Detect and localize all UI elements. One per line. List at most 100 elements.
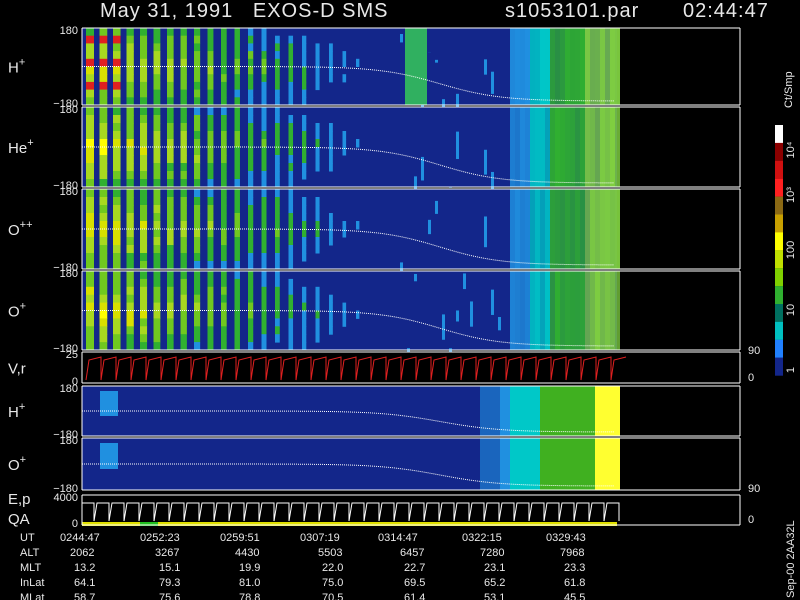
spectrogram-cell xyxy=(248,155,254,164)
spectrogram-cell xyxy=(113,229,121,238)
spectrogram-cell xyxy=(180,213,187,222)
spectrogram-cell xyxy=(520,438,525,490)
spectrogram-cell xyxy=(288,139,294,148)
spectrogram-cell xyxy=(288,81,294,91)
spectrogram-cell xyxy=(302,205,307,214)
spectrogram-cell xyxy=(342,139,347,148)
qa-bar xyxy=(82,522,617,526)
spectrogram-cell xyxy=(221,294,227,304)
spectrogram-cell xyxy=(329,326,333,335)
spectrogram-cell xyxy=(234,147,240,156)
spectrogram-cell xyxy=(530,271,535,350)
spectrogram-cell xyxy=(86,66,94,75)
spectrogram-cell xyxy=(329,318,333,327)
spectrogram-cell xyxy=(261,43,267,52)
spectrogram-cell xyxy=(207,35,214,44)
spectrogram-cell xyxy=(248,81,254,91)
spectrogram-cell xyxy=(99,318,108,327)
spectrogram-cell xyxy=(207,245,214,254)
spectrogram-cell xyxy=(288,74,294,83)
spectrogram-cell xyxy=(194,245,201,254)
spectrogram-cell xyxy=(153,163,161,172)
spectrogram-cell xyxy=(234,213,240,222)
spectrogram-cell xyxy=(126,189,134,198)
spectrogram-cell xyxy=(560,107,565,187)
spectrogram-cell xyxy=(113,35,121,44)
spectrogram-cell xyxy=(520,189,525,269)
spectrogram-cell xyxy=(595,271,600,350)
spectrogram-cell xyxy=(302,326,307,335)
spectrogram-cell xyxy=(234,221,240,230)
spectrogram-cell xyxy=(140,155,148,164)
spectrogram-cell xyxy=(180,147,187,156)
spectrogram-cell xyxy=(302,318,307,327)
spectrogram-cell xyxy=(234,179,240,188)
spectrogram-cell xyxy=(585,438,590,490)
spectrogram-cell xyxy=(207,58,214,67)
spectrogram-cell xyxy=(86,261,94,270)
spectrogram-cell xyxy=(113,302,121,311)
table-cell: 3267 xyxy=(155,547,179,559)
spectrogram-cell xyxy=(275,261,280,270)
spectrogram-cell xyxy=(180,139,187,148)
spectrogram-cell xyxy=(234,97,240,106)
spectrogram-cell xyxy=(167,310,174,319)
spectrogram-cell xyxy=(153,43,161,52)
spectrogram-cell xyxy=(302,131,307,140)
spectrogram-cell xyxy=(315,245,320,254)
spectrogram-cell xyxy=(275,310,280,319)
spectrogram-cell xyxy=(560,386,565,436)
table-cell: 2062 xyxy=(70,547,94,559)
spectrogram-cell xyxy=(248,271,254,280)
spectrogram-cell xyxy=(234,89,240,98)
spectrogram-cell xyxy=(435,200,438,214)
spectrogram-cell xyxy=(140,66,148,75)
spectrogram-cell xyxy=(153,28,161,37)
spectrogram-cell xyxy=(126,286,134,296)
panel-label: H+ xyxy=(8,401,25,421)
spectrogram-cell xyxy=(99,342,108,351)
spectrogram-cell xyxy=(288,205,294,214)
spectrogram-cell xyxy=(99,35,108,44)
spectrogram-cell xyxy=(86,179,94,188)
spectrogram-cell xyxy=(207,213,214,222)
table-cell: 69.5 xyxy=(404,577,425,589)
spectrogram-cell xyxy=(570,271,575,350)
spectrogram-cell xyxy=(180,43,187,52)
spectrogram-cell xyxy=(221,51,227,60)
spectrogram-cell xyxy=(490,386,495,436)
spectrogram-cell xyxy=(207,271,214,280)
spectrogram-cell xyxy=(585,271,590,350)
spectrogram-cell xyxy=(550,107,555,187)
spectrogram-cell xyxy=(126,197,134,206)
spectrogram-cell xyxy=(288,179,294,188)
spectrogram-cell xyxy=(560,271,565,350)
spectrogram-cell xyxy=(248,107,254,116)
spectrogram-cell xyxy=(153,179,161,188)
spectrogram-cell xyxy=(180,237,187,246)
axis-top: 180 xyxy=(60,268,78,280)
spectrogram-cell xyxy=(580,107,585,187)
spectrogram-cell xyxy=(207,81,214,91)
spectrogram-cell xyxy=(329,74,333,83)
spectrogram-cell xyxy=(595,189,600,269)
spectrogram-cell xyxy=(194,139,201,148)
spectrogram-cell xyxy=(248,253,254,262)
spectrogram-cell xyxy=(234,197,240,206)
table-cell: 61.8 xyxy=(564,577,585,589)
spectrogram-cell xyxy=(167,123,174,132)
spectrogram-cell xyxy=(275,253,280,262)
right-bottom: 0 xyxy=(748,514,754,526)
spectrogram-cell xyxy=(221,213,227,222)
spectrogram-cell xyxy=(221,318,227,327)
spectrogram-cell xyxy=(275,123,280,132)
axis-top: 180 xyxy=(60,383,78,395)
spectrogram-cell xyxy=(140,28,148,37)
spectrogram-cell xyxy=(221,271,227,280)
spectrogram-cell xyxy=(140,253,148,262)
spectrogram-cell xyxy=(180,131,187,140)
spectrogram-cell xyxy=(113,261,121,270)
spectrogram-cell xyxy=(525,28,530,105)
spectrogram-cell xyxy=(288,123,294,132)
spectrogram-cell xyxy=(525,107,530,187)
